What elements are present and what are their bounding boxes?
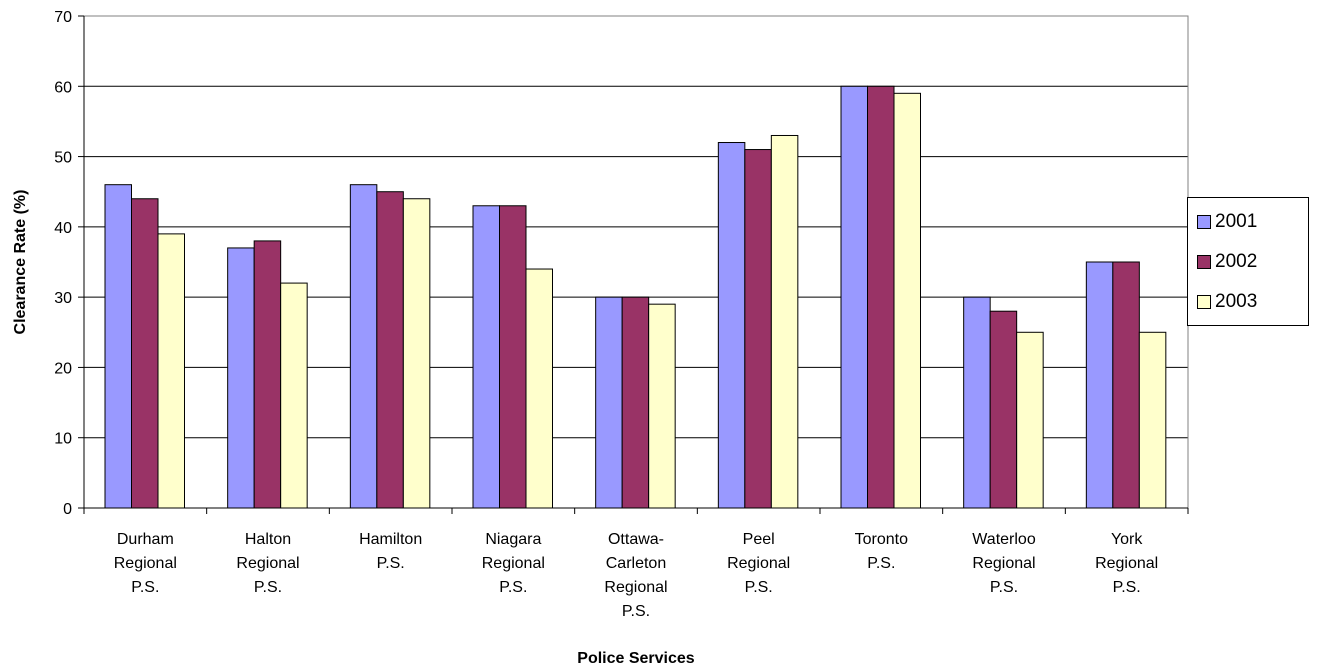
y-tick-label: 50: [54, 150, 72, 167]
bar-2002-8: [1112, 261, 1140, 509]
bar-2003-7: [1016, 331, 1044, 509]
y-tick-label: 30: [54, 290, 72, 307]
x-tick-label: Halton Regional P.S.: [236, 531, 299, 596]
bar-2001-1: [227, 247, 255, 509]
bar-2002-1: [253, 240, 282, 509]
legend-label: 2003: [1215, 291, 1258, 312]
y-tick-label: 60: [54, 79, 72, 96]
x-tick-labels: Durham Regional P.S. Halton Regional P.S. Hami…: [83, 508, 1189, 620]
bar-2001-6: [840, 85, 868, 509]
x-tick-label: Hamilton P.S.: [359, 531, 422, 572]
x-tick-label: Peel Regional P.S.: [727, 531, 790, 596]
legend-label: 2002: [1215, 251, 1258, 272]
y-tick-labels: 0 10 20 30 40 50 60 70: [54, 9, 84, 518]
bar-2003-6: [893, 92, 921, 509]
bar-2003-1: [280, 282, 308, 509]
bar-2001-0: [104, 184, 132, 509]
legend-swatch: [1197, 215, 1211, 229]
bar-2002-7: [989, 310, 1018, 509]
legend-swatch: [1197, 295, 1211, 309]
bar-2003-4: [648, 303, 676, 509]
bar-2001-4: [595, 296, 623, 509]
y-tick-label: 70: [54, 9, 72, 26]
legend-label: 2001: [1215, 211, 1258, 232]
bar-2003-0: [157, 233, 185, 509]
bar-2002-0: [131, 198, 159, 509]
x-tick-label: Ottawa-Carleton Regional P.S.: [604, 531, 667, 620]
bars-group: [104, 85, 1167, 509]
x-tick-label: Toronto P.S.: [855, 531, 908, 572]
bar-2003-5: [770, 134, 799, 509]
legend-item-2003: 2003: [1197, 291, 1257, 313]
legend: 2001 2002 2003: [1187, 197, 1309, 326]
bar-2001-8: [1085, 261, 1114, 509]
bar-2001-7: [963, 296, 991, 509]
x-axis-label: Police Services: [577, 650, 695, 667]
bar-2002-4: [621, 296, 650, 509]
y-tick-label: 10: [54, 431, 72, 448]
bar-2002-5: [744, 149, 772, 509]
y-axis-label: Clearance Rate (%): [12, 190, 29, 335]
y-tick-label: 40: [54, 220, 72, 237]
x-tick-label: York Regional P.S.: [1095, 531, 1158, 596]
bar-2001-2: [349, 184, 378, 509]
x-tick-label: Niagara Regional P.S.: [482, 531, 545, 596]
bar-2001-5: [717, 142, 746, 509]
legend-item-2001: 2001: [1197, 211, 1257, 233]
legend-item-2002: 2002: [1197, 251, 1257, 273]
y-tick-label: 20: [54, 360, 72, 377]
x-tick-label: Waterloo Regional P.S.: [972, 531, 1036, 596]
bar-2002-6: [867, 85, 895, 509]
x-tick-label: Durham Regional P.S.: [114, 531, 177, 596]
legend-swatch: [1197, 255, 1211, 269]
bar-2001-3: [472, 205, 500, 509]
bar-2003-8: [1138, 331, 1167, 509]
bar-2002-2: [376, 191, 404, 509]
bar-2003-3: [525, 268, 553, 509]
bar-2003-2: [402, 198, 431, 509]
y-tick-label: 0: [63, 501, 72, 518]
bar-2002-3: [499, 205, 527, 509]
